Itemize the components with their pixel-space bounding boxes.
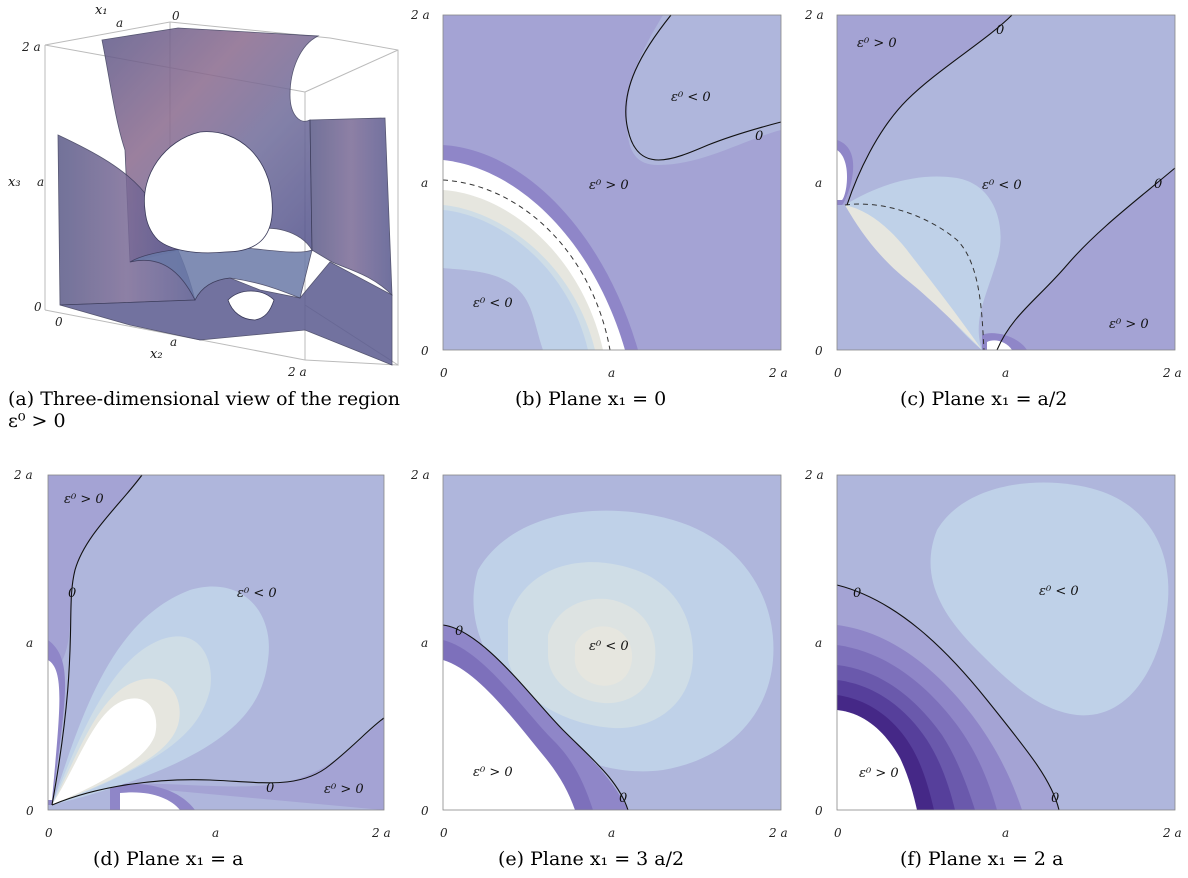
region-label-pos: ε⁰ > 0 xyxy=(859,766,899,781)
region-label-neg: ε⁰ < 0 xyxy=(982,178,1022,193)
tick-a-x: a xyxy=(212,826,219,840)
contour-label-zero: 0 xyxy=(619,791,627,806)
tick-a-x: a xyxy=(1002,366,1009,380)
panel-b: 0 ε⁰ < 0 ε⁰ > 0 ε⁰ < 0 2 a a 0 0 a 2 a (… xyxy=(403,0,793,440)
contour-label-zero: 0 xyxy=(68,586,76,601)
region-label-pos: ε⁰ > 0 xyxy=(589,178,629,193)
contour-label-zero: 0 xyxy=(853,586,861,601)
tick-2a-y: 2 a xyxy=(410,468,430,482)
panel-a: x₁ a 0 2 a x₃ a 0 0 a x₂ 2 a (a) Three-d… xyxy=(0,0,405,440)
tick-a-y: a xyxy=(26,636,33,650)
caption-e: (e) Plane x₁ = 3 a/2 xyxy=(498,848,685,870)
panel-c: 0 0 ε⁰ > 0 ε⁰ < 0 ε⁰ > 0 2 a a 0 0 a 2 a… xyxy=(797,0,1188,440)
tick-2a-x2: 2 a xyxy=(287,365,307,379)
caption-f: (f) Plane x₁ = 2 a xyxy=(900,848,1064,870)
panel-e: 0 0 ε⁰ < 0 ε⁰ > 0 2 a a 0 0 a 2 a (e) Pl… xyxy=(403,460,793,878)
tick-a-x: a xyxy=(1002,826,1009,840)
region-label-pos: ε⁰ > 0 xyxy=(473,765,513,780)
region-label-neg: ε⁰ < 0 xyxy=(237,586,277,601)
panel-d-contour-plot: 0 0 ε⁰ > 0 ε⁰ < 0 ε⁰ > 0 2 a a 0 0 a 2 a xyxy=(13,468,391,840)
tick-a-y: a xyxy=(421,636,428,650)
panel-d: 0 0 ε⁰ > 0 ε⁰ < 0 ε⁰ > 0 2 a a 0 0 a 2 a… xyxy=(0,460,400,878)
panel-a-3d-view: x₁ a 0 2 a x₃ a 0 0 a x₂ 2 a xyxy=(8,3,399,379)
panel-f-contour-plot: 0 0 ε⁰ < 0 ε⁰ > 0 2 a a 0 0 a 2 a xyxy=(804,468,1182,840)
tick-2a-x: 2 a xyxy=(371,826,391,840)
tick-2a-y: 2 a xyxy=(804,8,824,22)
caption-c: (c) Plane x₁ = a/2 xyxy=(900,388,1068,410)
tick-a-x1: a xyxy=(116,16,123,30)
region-label-pos: ε⁰ > 0 xyxy=(324,782,364,797)
axis-label-x1: x₁ xyxy=(95,3,108,18)
tick-0-x: 0 xyxy=(834,826,842,840)
contour-label-zero: 0 xyxy=(266,781,274,796)
panel-e-contour-plot: 0 0 ε⁰ < 0 ε⁰ > 0 2 a a 0 0 a 2 a xyxy=(410,468,788,840)
tick-0-x3: 0 xyxy=(34,300,42,314)
contour-label-zero: 0 xyxy=(996,23,1004,38)
tick-2a-y: 2 a xyxy=(804,468,824,482)
tick-a-x2: a xyxy=(170,335,177,349)
tick-2a-y: 2 a xyxy=(410,8,430,22)
tick-a-x: a xyxy=(608,366,615,380)
region-label-pos: ε⁰ > 0 xyxy=(1109,317,1149,332)
contour-label-zero: 0 xyxy=(455,624,463,639)
tick-2a-y: 2 a xyxy=(13,468,33,482)
caption-a: (a) Three-dimensional view of the region… xyxy=(8,388,401,432)
tick-0-y: 0 xyxy=(421,344,429,358)
tick-0-x: 0 xyxy=(834,366,842,380)
contour-label-zero: 0 xyxy=(1051,791,1059,806)
tick-0-x1: 0 xyxy=(172,9,180,23)
contour-label-zero: 0 xyxy=(1154,177,1162,192)
region-label-neg: ε⁰ < 0 xyxy=(671,90,711,105)
tick-a-y: a xyxy=(815,176,822,190)
caption-b: (b) Plane x₁ = 0 xyxy=(515,388,667,410)
tick-a-y: a xyxy=(815,636,822,650)
tick-0-x2: 0 xyxy=(55,315,63,329)
tick-2a-x: 2 a xyxy=(768,366,788,380)
region-label-neg: ε⁰ < 0 xyxy=(1039,584,1079,599)
tick-0-x: 0 xyxy=(45,826,53,840)
tick-2a-x3: 2 a xyxy=(21,40,41,54)
panel-a-hole xyxy=(143,131,273,254)
region-label-neg: ε⁰ < 0 xyxy=(473,296,513,311)
tick-a-x3: a xyxy=(37,175,44,189)
region-label-pos: ε⁰ > 0 xyxy=(64,492,104,507)
caption-d: (d) Plane x₁ = a xyxy=(93,848,244,870)
tick-2a-x: 2 a xyxy=(1162,366,1182,380)
tick-2a-x: 2 a xyxy=(1162,826,1182,840)
panel-a-notch-top xyxy=(227,290,275,321)
region-label-neg: ε⁰ < 0 xyxy=(589,639,629,654)
tick-0-x: 0 xyxy=(440,366,448,380)
panel-c-contour-plot: 0 0 ε⁰ > 0 ε⁰ < 0 ε⁰ > 0 2 a a 0 0 a 2 a xyxy=(804,8,1182,380)
tick-0-y: 0 xyxy=(815,804,823,818)
region-label-pos: ε⁰ > 0 xyxy=(857,36,897,51)
tick-2a-x: 2 a xyxy=(768,826,788,840)
tick-a-x: a xyxy=(608,826,615,840)
tick-a-y: a xyxy=(421,176,428,190)
axis-label-x3: x₃ xyxy=(8,175,21,190)
panel-f: 0 0 ε⁰ < 0 ε⁰ > 0 2 a a 0 0 a 2 a (f) Pl… xyxy=(797,460,1188,878)
axis-label-x2: x₂ xyxy=(150,347,163,362)
tick-0-y: 0 xyxy=(26,804,34,818)
panel-b-contour-plot: 0 ε⁰ < 0 ε⁰ > 0 ε⁰ < 0 2 a a 0 0 a 2 a xyxy=(410,8,788,380)
tick-0-x: 0 xyxy=(440,826,448,840)
contour-label-zero: 0 xyxy=(755,129,763,144)
tick-0-y: 0 xyxy=(421,804,429,818)
tick-0-y: 0 xyxy=(815,344,823,358)
